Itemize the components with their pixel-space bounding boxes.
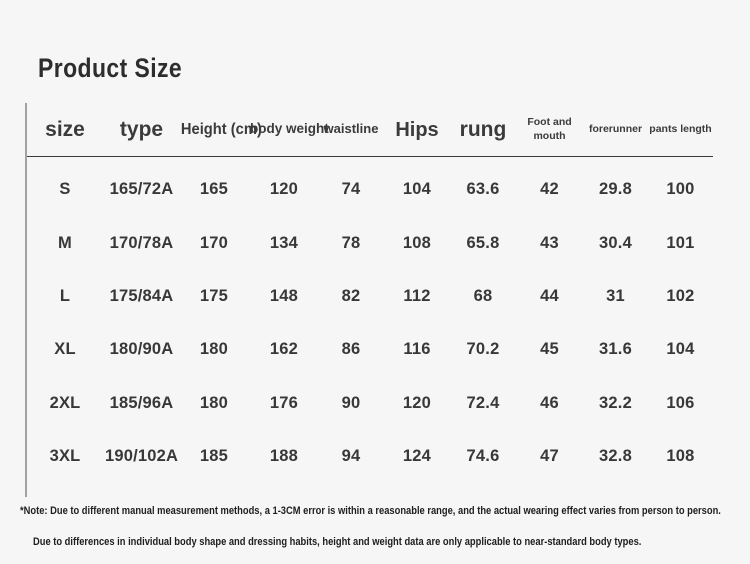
- cell-forerunner: 31.6: [599, 340, 632, 359]
- cell-hips: 124: [402, 447, 432, 466]
- cell-pants: 106: [666, 393, 695, 412]
- cell-height: 185: [199, 447, 229, 466]
- col-header-type: type: [119, 117, 164, 141]
- table-row-3xl: 3XL 190/102A 185 188 94 124 74.6 47 32.8…: [25, 430, 713, 483]
- cell-foot: 46: [540, 393, 559, 412]
- note-line-2: Due to differences in individual body sh…: [33, 536, 642, 548]
- col-header-foot-and-mouth: Foot and mouth: [527, 115, 572, 142]
- cell-waistline: 82: [341, 286, 361, 305]
- cell-size: 2XL: [49, 393, 81, 412]
- cell-weight: 134: [269, 233, 299, 252]
- cell-forerunner: 29.8: [599, 180, 632, 199]
- cell-size: XL: [54, 340, 76, 359]
- cell-rung: 63.6: [466, 180, 500, 199]
- cell-hips: 112: [403, 286, 431, 305]
- cell-rung: 68: [473, 286, 493, 305]
- cell-foot: 44: [540, 286, 559, 305]
- cell-pants: 104: [666, 340, 695, 359]
- col-header-rung: rung: [459, 117, 507, 141]
- cell-pants: 100: [666, 180, 695, 199]
- cell-foot: 43: [540, 233, 559, 252]
- cell-forerunner: 31: [606, 286, 625, 305]
- size-table: size type Height (cm) body weight waistl…: [25, 103, 713, 497]
- cell-waistline: 78: [341, 233, 361, 252]
- cell-rung: 70.2: [466, 340, 500, 359]
- cell-height: 165: [199, 180, 229, 199]
- cell-pants: 101: [666, 233, 695, 252]
- cell-rung: 72.4: [466, 393, 500, 412]
- table-row-xl: XL 180/90A 180 162 86 116 70.2 45 31.6 1…: [25, 323, 713, 376]
- cell-pants: 102: [666, 286, 695, 305]
- cell-waistline: 74: [341, 180, 361, 199]
- cell-type: 170/78A: [109, 233, 174, 252]
- note-line-1: *Note: Due to different manual measureme…: [20, 505, 721, 517]
- cell-waistline: 90: [341, 393, 361, 412]
- cell-size: 3XL: [49, 447, 81, 466]
- cell-type: 190/102A: [105, 447, 179, 466]
- col-header-body-weight: body weight: [250, 121, 329, 137]
- table-row-2xl: 2XL 185/96A 180 176 90 120 72.4 46 32.2 …: [25, 377, 713, 430]
- cell-rung: 74.6: [466, 447, 500, 466]
- cell-size: L: [59, 286, 71, 305]
- page-title: Product Size: [38, 53, 183, 83]
- table-left-rule: [25, 103, 27, 497]
- table-row-m: M 170/78A 170 134 78 108 65.8 43 30.4 10…: [25, 216, 713, 269]
- cell-hips: 104: [402, 180, 432, 199]
- table-body: S 165/72A 165 120 74 104 63.6 42 29.8 10…: [25, 157, 713, 483]
- cell-type: 180/90A: [109, 340, 174, 359]
- col-header-waistline: waistline: [323, 121, 379, 137]
- cell-forerunner: 32.2: [599, 393, 632, 412]
- cell-size: S: [59, 180, 71, 199]
- cell-waistline: 94: [341, 447, 361, 466]
- cell-forerunner: 32.8: [599, 447, 632, 466]
- cell-weight: 176: [269, 393, 299, 412]
- cell-foot: 42: [540, 180, 559, 199]
- cell-forerunner: 30.4: [599, 233, 632, 252]
- col-header-hips: Hips: [395, 118, 439, 141]
- cell-type: 175/84A: [109, 286, 174, 305]
- cell-weight: 120: [269, 180, 299, 199]
- col-header-height: Height (cm): [180, 120, 262, 138]
- col-header-pants-length: pants length: [649, 122, 712, 135]
- cell-hips: 108: [402, 233, 432, 252]
- cell-hips: 116: [403, 340, 431, 359]
- cell-pants: 108: [666, 447, 695, 466]
- cell-weight: 148: [269, 286, 299, 305]
- cell-height: 170: [199, 233, 229, 252]
- col-header-size: size: [45, 117, 85, 141]
- table-header-row: size type Height (cm) body weight waistl…: [25, 103, 713, 157]
- cell-foot: 45: [540, 340, 559, 359]
- cell-weight: 162: [269, 340, 299, 359]
- cell-height: 175: [199, 286, 229, 305]
- table-row-l: L 175/84A 175 148 82 112 68 44 31 102: [25, 270, 713, 323]
- cell-foot: 47: [540, 447, 559, 466]
- cell-height: 180: [199, 393, 229, 412]
- cell-weight: 188: [269, 447, 299, 466]
- table-row-s: S 165/72A 165 120 74 104 63.6 42 29.8 10…: [25, 163, 713, 216]
- cell-type: 185/96A: [109, 393, 174, 412]
- cell-height: 180: [199, 340, 229, 359]
- cell-hips: 120: [402, 393, 432, 412]
- cell-size: M: [58, 233, 72, 252]
- cell-waistline: 86: [341, 340, 361, 359]
- col-header-forerunner: forerunner: [588, 122, 643, 135]
- cell-rung: 65.8: [466, 233, 500, 252]
- cell-type: 165/72A: [109, 180, 174, 199]
